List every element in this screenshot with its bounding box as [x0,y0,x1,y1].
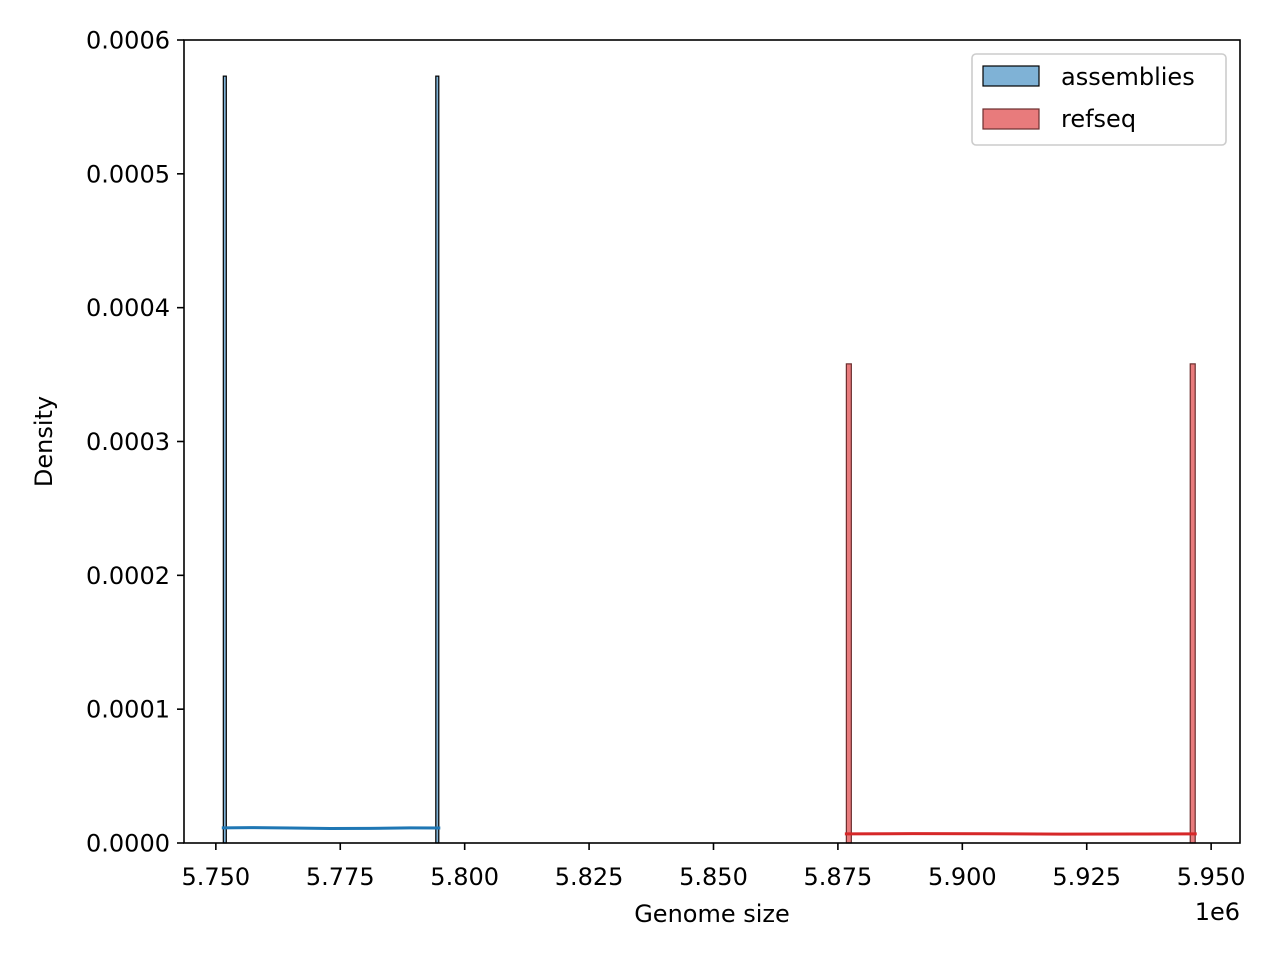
x-tick-label: 5.875 [804,863,873,891]
histogram-bar-assemblies-2 [435,75,440,844]
legend-label-refseq: refseq [1061,105,1136,133]
kde-line-refseq [844,832,1197,836]
histogram-bar-assemblies-1 [222,75,227,844]
x-tick-label: 5.850 [679,863,748,891]
x-tick-label: 5.825 [555,863,624,891]
x-axis-label: Genome size [634,900,790,928]
x-tick-label: 5.925 [1052,863,1121,891]
histogram-bar-refseq-1 [845,363,852,844]
y-axis-label: Density [30,396,58,487]
y-tick-label: 0.0001 [86,696,170,724]
y-tick-label: 0.0005 [86,160,170,188]
y-tick-label: 0.0003 [86,428,170,456]
y-tick-label: 0.0000 [86,830,170,858]
histogram-bar-refseq-2 [1189,363,1196,844]
legend-swatch-refseq [982,108,1040,130]
legend: assemblies refseq [971,53,1227,146]
y-tick-label: 0.0004 [86,294,170,322]
axes-frame [183,39,1241,844]
x-tick-label: 5.950 [1177,863,1246,891]
y-axis: 0.0000 0.0001 0.0002 0.0003 0.0004 0.0005 0.00… [86,27,184,858]
legend-swatch-assemblies [982,65,1040,87]
x-axis-offset-label: 1e6 [1195,898,1240,926]
x-tick-label: 5.750 [181,863,250,891]
y-tick-label: 0.0006 [86,27,170,55]
y-tick-label: 0.0002 [86,562,170,590]
x-tick-label: 5.900 [928,863,997,891]
x-axis: 5.750 5.775 5.800 5.825 5.850 5.875 5.900 5.925… [181,843,1245,891]
legend-label-assemblies: assemblies [1061,63,1195,91]
x-tick-label: 5.775 [306,863,375,891]
kde-line-assemblies [221,826,441,831]
x-tick-label: 5.800 [430,863,499,891]
